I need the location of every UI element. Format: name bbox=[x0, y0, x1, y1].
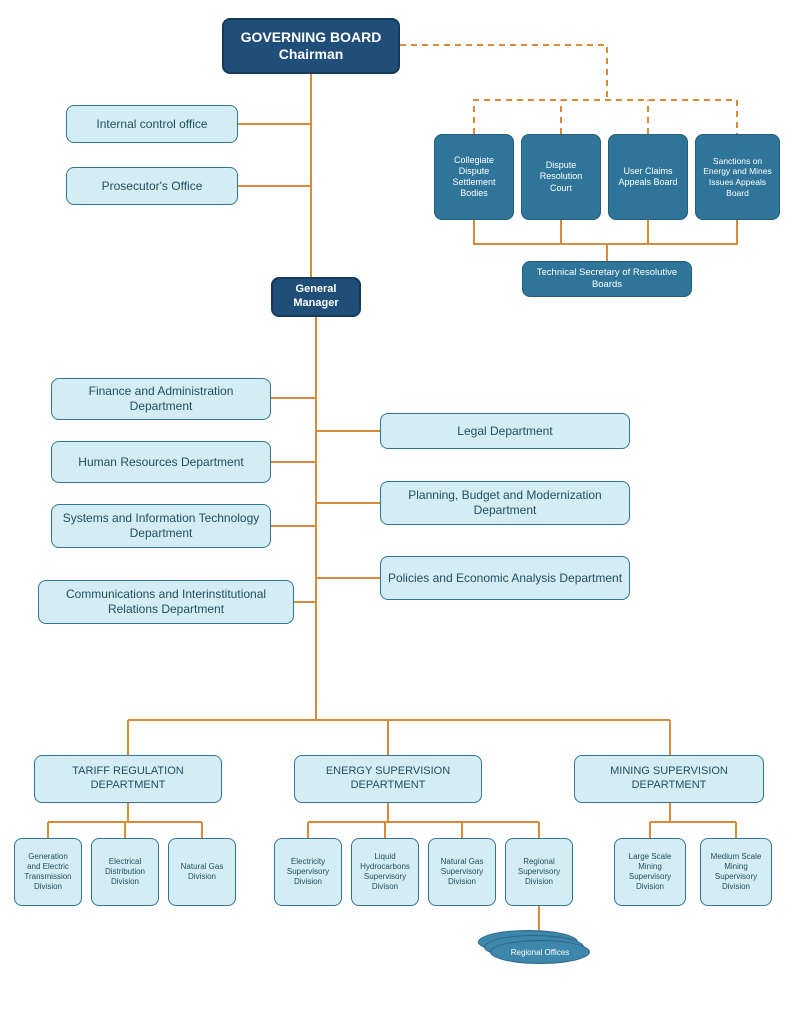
node-policies: Policies and Economic Analysis Departmen… bbox=[380, 556, 630, 600]
node-general_manager: General Manager bbox=[271, 277, 361, 317]
node-label: Technical Secretary of Resolutive Boards bbox=[529, 267, 685, 291]
node-tariff: TARIFF REGULATION DEPARTMENT bbox=[34, 755, 222, 803]
node-regional: Regional Supervisory Division bbox=[505, 838, 573, 906]
node-label: Systems and Information Technology Depar… bbox=[58, 511, 264, 541]
node-label: Large Scale Mining Supervisory Division bbox=[621, 852, 679, 892]
node-user_claims: User Claims Appeals Board bbox=[608, 134, 688, 220]
node-label: Legal Department bbox=[457, 424, 552, 439]
node-med_mining: Medium Scale Mining Supervisory Division bbox=[700, 838, 772, 906]
regional-offices-label: Regional Offices bbox=[511, 948, 570, 957]
node-governing: GOVERNING BOARD Chairman bbox=[222, 18, 400, 74]
node-sanctions: Sanctions on Energy and Mines Issues App… bbox=[695, 134, 780, 220]
node-label: Communications and Interinstitutional Re… bbox=[45, 587, 287, 617]
node-elec_dist: Electrical Distribution Division bbox=[91, 838, 159, 906]
node-label: Prosecutor's Office bbox=[102, 179, 203, 194]
node-internal_control: Internal control office bbox=[66, 105, 238, 143]
node-collegiate: Collegiate Dispute Settlement Bodies bbox=[434, 134, 514, 220]
node-legal: Legal Department bbox=[380, 413, 630, 449]
node-label: General Manager bbox=[279, 283, 353, 311]
node-nat_gas_t: Natural Gas Division bbox=[168, 838, 236, 906]
node-elec_sup: Electricity Supervisory Division bbox=[274, 838, 342, 906]
node-label: Internal control office bbox=[96, 117, 207, 132]
node-energy: ENERGY SUPERVISION DEPARTMENT bbox=[294, 755, 482, 803]
node-label: GOVERNING BOARD Chairman bbox=[241, 29, 382, 64]
node-systems: Systems and Information Technology Depar… bbox=[51, 504, 271, 548]
node-planning: Planning, Budget and Modernization Depar… bbox=[380, 481, 630, 525]
node-label: Human Resources Department bbox=[78, 455, 243, 470]
node-hr: Human Resources Department bbox=[51, 441, 271, 483]
regional-offices-ellipse: Regional Offices bbox=[490, 940, 590, 964]
node-label: Generation and Electric Transmission Div… bbox=[21, 852, 75, 892]
node-label: Sanctions on Energy and Mines Issues App… bbox=[702, 156, 773, 199]
node-label: Finance and Administration Department bbox=[58, 384, 264, 414]
node-label: Electrical Distribution Division bbox=[98, 857, 152, 887]
node-prosecutor: Prosecutor's Office bbox=[66, 167, 238, 205]
node-label: Natural Gas Supervisory Division bbox=[435, 857, 489, 887]
node-label: Regional Supervisory Division bbox=[512, 857, 566, 887]
node-label: Electricity Supervisory Division bbox=[281, 857, 335, 887]
node-comm: Communications and Interinstitutional Re… bbox=[38, 580, 294, 624]
node-label: Dispute Resolution Court bbox=[528, 160, 594, 194]
node-label: Liquid Hydrocarbons Supervisory Divison bbox=[358, 852, 412, 892]
node-finance: Finance and Administration Department bbox=[51, 378, 271, 420]
node-label: MINING SUPERVISION DEPARTMENT bbox=[581, 765, 757, 793]
node-liquid: Liquid Hydrocarbons Supervisory Divison bbox=[351, 838, 419, 906]
node-mining: MINING SUPERVISION DEPARTMENT bbox=[574, 755, 764, 803]
node-label: Policies and Economic Analysis Departmen… bbox=[388, 571, 622, 586]
node-label: Medium Scale Mining Supervisory Division bbox=[707, 852, 765, 892]
node-gen_elec: Generation and Electric Transmission Div… bbox=[14, 838, 82, 906]
node-large_mining: Large Scale Mining Supervisory Division bbox=[614, 838, 686, 906]
node-dispute_court: Dispute Resolution Court bbox=[521, 134, 601, 220]
node-nat_gas_s: Natural Gas Supervisory Division bbox=[428, 838, 496, 906]
node-label: Natural Gas Division bbox=[175, 862, 229, 882]
node-label: TARIFF REGULATION DEPARTMENT bbox=[41, 765, 215, 793]
node-label: ENERGY SUPERVISION DEPARTMENT bbox=[301, 765, 475, 793]
node-label: Planning, Budget and Modernization Depar… bbox=[387, 488, 623, 518]
node-tech_secretary: Technical Secretary of Resolutive Boards bbox=[522, 261, 692, 297]
node-label: User Claims Appeals Board bbox=[615, 166, 681, 189]
node-label: Collegiate Dispute Settlement Bodies bbox=[441, 155, 507, 200]
